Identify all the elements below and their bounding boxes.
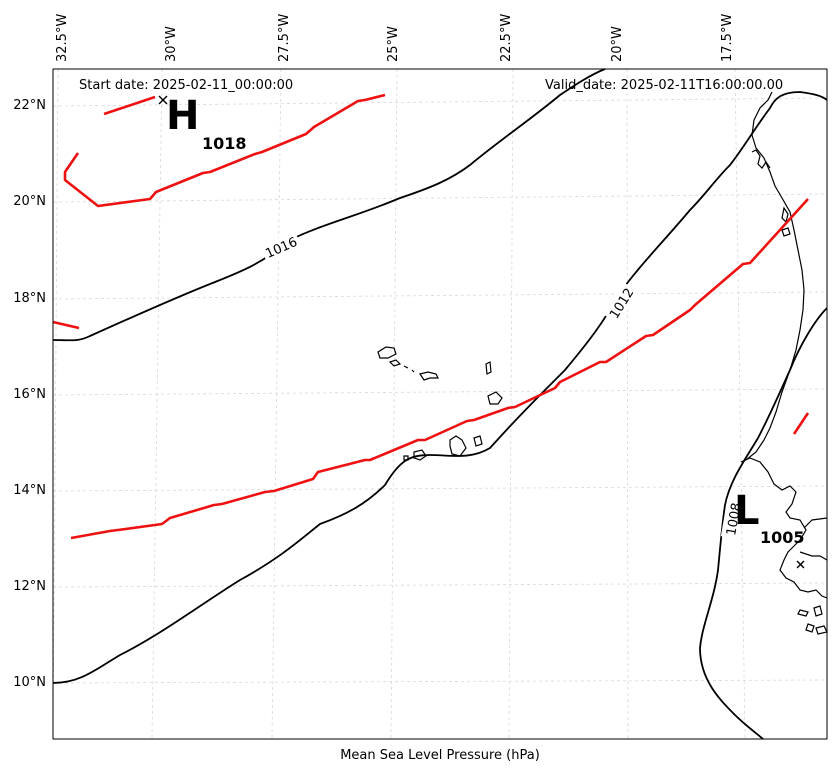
isobar-1016 [52, 68, 606, 342]
coastline [740, 91, 828, 635]
map-caption: Mean Sea Level Pressure (hPa) [340, 748, 540, 763]
low-pressure-letter: L [734, 488, 760, 534]
lat-label: 14°N [13, 483, 46, 498]
lon-label: 20°W [610, 26, 625, 62]
lon-label: 32.5°W [55, 13, 70, 62]
isobar-labels: 1016 1012 1008 [259, 231, 746, 540]
high-pressure-letter: H [166, 93, 199, 139]
isobar-1012 [52, 91, 828, 684]
isobars [52, 68, 828, 740]
fronts [52, 93, 810, 540]
lon-label: 25°W [386, 26, 401, 62]
low-pressure-value: 1005 [760, 528, 805, 547]
front-southeast-stub [792, 412, 810, 435]
lat-label: 10°N [13, 675, 46, 690]
map-frame [52, 68, 828, 740]
lon-label: 17.5°W [720, 13, 735, 62]
islands [377, 346, 503, 461]
lat-label: 20°N [13, 194, 46, 209]
valid-date-label: Valid_date: 2025-02-11T16:00:00.00 [545, 78, 784, 93]
front-main [70, 198, 809, 540]
front-north [103, 95, 156, 116]
isobar-1008 [699, 307, 828, 740]
lat-label: 18°N [13, 291, 46, 306]
lon-label: 30°W [164, 26, 179, 62]
lon-label: 27.5°W [277, 13, 292, 62]
high-pressure-value: 1018 [202, 134, 247, 153]
isobar-label-1008: 1008 [724, 502, 745, 537]
lat-label: 12°N [13, 579, 46, 594]
pressure-center-markers [158, 95, 805, 569]
lon-label: 22.5°W [499, 13, 514, 62]
front-north-arc [63, 93, 386, 208]
lat-label: 16°N [13, 387, 46, 402]
front-west-stub [52, 320, 80, 330]
start-date-label: Start date: 2025-02-11_00:00:00 [79, 78, 294, 93]
lat-label: 22°N [13, 98, 46, 113]
graticule [52, 68, 828, 740]
